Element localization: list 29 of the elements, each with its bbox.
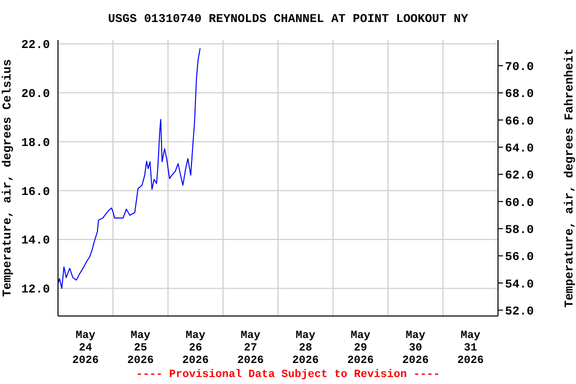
x-tick-label: May 27 2026	[237, 330, 264, 368]
x-tick-label: May 30 2026	[402, 330, 429, 368]
x-tick-label: May 29 2026	[347, 330, 374, 368]
x-tick-label: May 26 2026	[182, 330, 209, 368]
x-tick-label: May 31 2026	[457, 330, 484, 368]
x-tick-label: May 28 2026	[292, 330, 319, 368]
y2-axis-title: Temperature, air, degrees Fahrenheit	[562, 48, 576, 308]
y2-tick-label: 58.0	[505, 222, 534, 237]
y2-tick-label: 56.0	[505, 250, 534, 264]
y-tick-label: 16.0	[21, 184, 50, 199]
y2-tick-label: 68.0	[505, 87, 534, 102]
y-tick-label: 12.0	[21, 282, 50, 297]
x-tick-label: May 24 2026	[72, 330, 99, 368]
y2-tick-label: 66.0	[505, 114, 534, 128]
y-tick-label: 20.0	[21, 87, 50, 102]
y2-tick-label: 64.0	[505, 141, 534, 156]
chart-title: USGS 01310740 REYNOLDS CHANNEL AT POINT LOOKOUT NY	[106, 12, 470, 26]
y2-tick-label: 62.0	[505, 168, 534, 183]
x-tick-label: May 25 2026	[127, 330, 154, 368]
y-tick-label: 14.0	[21, 234, 50, 248]
y2-tick-label: 52.0	[505, 304, 534, 318]
y2-tick-label: 54.0	[505, 277, 534, 292]
y-axis-title: Temperature, air, degrees Celsius	[0, 59, 14, 297]
y-tick-label: 18.0	[21, 136, 50, 150]
y-tick-label: 22.0	[21, 38, 50, 52]
y2-tick-label: 70.0	[505, 60, 534, 74]
y2-tick-label: 60.0	[505, 196, 534, 210]
text: ---- Provisional Data Subject to Revision ----	[135, 369, 441, 381]
line-series	[58, 48, 201, 289]
